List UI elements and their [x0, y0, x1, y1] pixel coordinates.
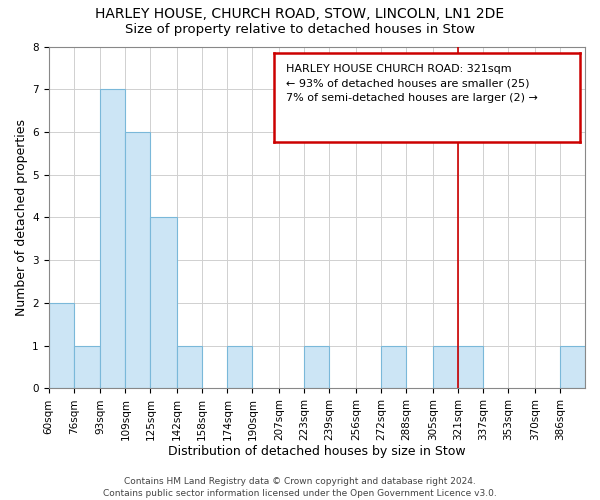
- Text: Contains HM Land Registry data © Crown copyright and database right 2024.
Contai: Contains HM Land Registry data © Crown c…: [103, 476, 497, 498]
- Bar: [100, 89, 125, 388]
- Bar: [125, 132, 151, 388]
- Text: HARLEY HOUSE, CHURCH ROAD, STOW, LINCOLN, LN1 2DE: HARLEY HOUSE, CHURCH ROAD, STOW, LINCOLN…: [95, 8, 505, 22]
- Bar: [151, 218, 177, 388]
- Bar: [227, 346, 253, 389]
- Bar: [560, 346, 585, 389]
- Bar: [304, 346, 329, 389]
- Y-axis label: Number of detached properties: Number of detached properties: [15, 119, 28, 316]
- Bar: [458, 346, 483, 389]
- Bar: [74, 346, 100, 389]
- Bar: [49, 303, 74, 388]
- X-axis label: Distribution of detached houses by size in Stow: Distribution of detached houses by size …: [168, 444, 466, 458]
- Text: Size of property relative to detached houses in Stow: Size of property relative to detached ho…: [125, 22, 475, 36]
- Bar: [433, 346, 458, 389]
- Bar: [381, 346, 406, 389]
- Bar: [177, 346, 202, 389]
